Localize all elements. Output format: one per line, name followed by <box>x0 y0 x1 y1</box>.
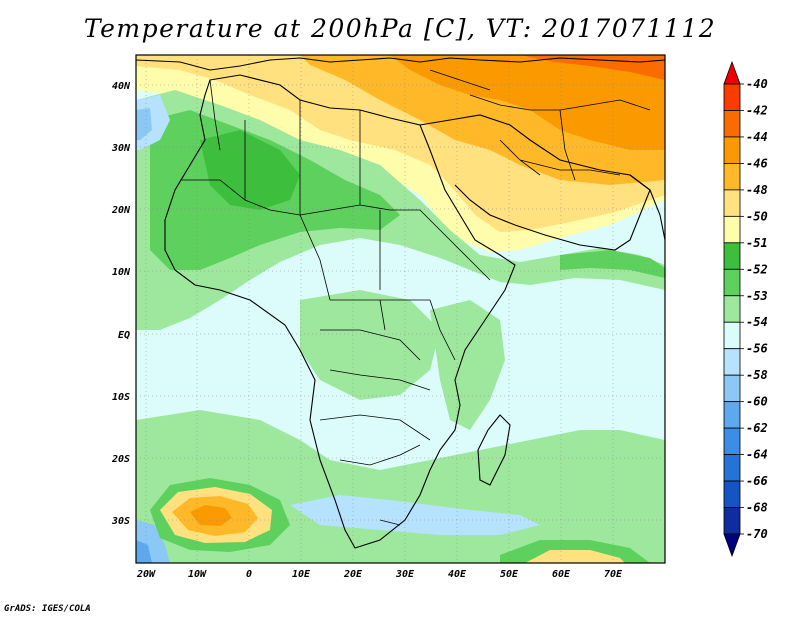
x-tick-label: 10E <box>292 569 311 580</box>
field-blue-south <box>290 495 540 535</box>
x-tick-label: 20W <box>136 569 156 580</box>
colorbar-label: -53 <box>746 289 768 303</box>
y-tick-label: 40N <box>112 81 131 92</box>
colorbar-box <box>723 348 741 376</box>
colorbar-box <box>723 295 741 323</box>
colorbar-label: -58 <box>746 368 768 382</box>
y-tick-label: EQ <box>118 330 130 341</box>
colorbar-label: -70 <box>746 527 768 541</box>
india-coast <box>629 174 665 241</box>
field-green-east <box>430 300 505 430</box>
credit-text: GrADS: IGES/COLA <box>4 604 91 614</box>
x-tick-label: 70E <box>604 569 623 580</box>
colorbar-label: -56 <box>746 342 768 356</box>
colorbar-box <box>723 83 741 111</box>
colorbar-box <box>723 321 741 350</box>
field-blue-west2 <box>136 108 152 140</box>
colorbar-box <box>723 401 741 429</box>
colorbar-label: -54 <box>746 315 768 329</box>
colorbar-box <box>723 427 741 455</box>
colorbar-box <box>723 189 741 217</box>
colorbar-label: -64 <box>746 448 768 462</box>
y-axis: 40N 30N 20N 10N EQ 10S 20S 30S <box>111 81 131 527</box>
y-tick-label: 30N <box>111 143 131 154</box>
coastlines <box>136 57 665 549</box>
colorbar-label: -46 <box>746 156 768 170</box>
field-orange <box>390 55 665 150</box>
colorbar-label: -60 <box>746 395 768 409</box>
grid-lines <box>136 55 665 563</box>
colorbar-box <box>723 136 741 164</box>
colorbar-label: -51 <box>746 236 768 250</box>
colorbar-box <box>723 507 741 535</box>
europe-coast <box>136 57 665 71</box>
x-tick-label: 40E <box>448 569 467 580</box>
colorbar-label: -42 <box>746 103 768 117</box>
x-tick-label: 50E <box>500 569 519 580</box>
colorbar-label: -66 <box>746 474 768 488</box>
colorbar-box <box>723 215 741 244</box>
field-green-ne <box>560 250 665 278</box>
x-tick-label: 30E <box>395 569 415 580</box>
madagascar <box>477 414 511 486</box>
colorbar-label: -62 <box>746 421 768 435</box>
colorbar-label: -40 <box>746 77 768 91</box>
colorbar-label: -48 <box>746 183 768 197</box>
plot-frame <box>135 54 666 564</box>
x-axis: 20W 10W 0 10E 20E 30E 40E 50E 60E 70E <box>136 569 623 580</box>
field-green-dark <box>200 130 300 210</box>
field-warm-blob-core <box>190 505 232 526</box>
y-tick-label: 20S <box>111 454 130 465</box>
africa-coastline <box>164 74 516 549</box>
colorbar-cap-top <box>723 60 741 85</box>
colorbar-label: -50 <box>746 209 768 223</box>
field-warm-se-yellow <box>525 550 625 563</box>
colorbar-box <box>723 454 741 482</box>
colorbar-label: -52 <box>746 262 768 276</box>
colorbar-label: -68 <box>746 501 768 515</box>
x-tick-label: 60E <box>552 569 571 580</box>
colorbar-cap-bottom <box>723 533 741 558</box>
colorbar-box <box>723 242 741 270</box>
country-borders <box>180 69 651 526</box>
y-tick-label: 10S <box>112 392 130 403</box>
y-tick-label: 30S <box>111 516 130 527</box>
colorbar-label: -44 <box>746 130 768 144</box>
x-tick-label: 0 <box>246 569 252 580</box>
colorbar-box <box>723 480 741 508</box>
y-tick-label: 20N <box>111 205 131 216</box>
chart-title: Temperature at 200hPa [C], VT: 201707111… <box>83 14 717 43</box>
x-tick-label: 20E <box>343 569 363 580</box>
y-tick-label: 10N <box>112 267 131 278</box>
arabia-coast <box>419 114 651 251</box>
colorbar-box <box>723 163 741 191</box>
field-blue-sw2 <box>136 540 152 563</box>
field-green-central <box>300 290 440 400</box>
colorbar-box <box>723 110 741 138</box>
colorbar-box <box>723 268 741 297</box>
colorbar: -40 -42 -44 -46 -48 -50 -51 -52 -53 -54 -56 -58 -60 -… <box>723 60 768 558</box>
map-plot-area <box>136 55 665 563</box>
colorbar-box <box>723 374 741 403</box>
x-tick-label: 10W <box>188 569 207 580</box>
